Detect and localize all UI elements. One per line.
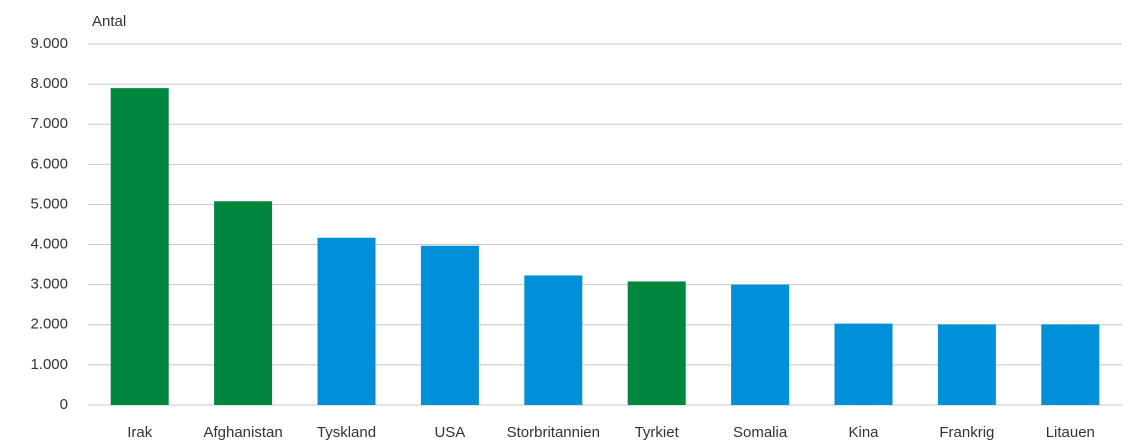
y-tick-label: 7.000 — [30, 115, 68, 132]
y-tick-label: 3.000 — [30, 276, 68, 293]
x-tick-label: Somalia — [733, 424, 788, 441]
bar — [937, 324, 996, 405]
bar — [834, 323, 893, 405]
x-tick-label: Storbritannien — [507, 424, 600, 441]
bar — [731, 284, 790, 405]
y-axis-label: Antal — [92, 13, 126, 30]
bar — [420, 245, 479, 405]
x-tick-label: USA — [434, 424, 465, 441]
x-tick-label: Tyrkiet — [635, 424, 680, 441]
y-tick-label: 8.000 — [30, 75, 68, 92]
x-tick-label: Litauen — [1046, 424, 1095, 441]
bar — [627, 281, 686, 405]
y-tick-label: 1.000 — [30, 356, 68, 373]
x-tick-label: Irak — [127, 424, 153, 441]
bar — [524, 275, 583, 405]
y-tick-label: 5.000 — [30, 195, 68, 212]
y-tick-label: 6.000 — [30, 155, 68, 172]
x-tick-label: Afghanistan — [203, 424, 282, 441]
x-tick-label: Kina — [848, 424, 879, 441]
y-tick-label: 4.000 — [30, 236, 68, 253]
y-tick-label: 9.000 — [30, 35, 68, 52]
bar — [1041, 324, 1100, 405]
bar — [110, 88, 169, 405]
y-tick-label: 2.000 — [30, 316, 68, 333]
y-tick-label: 0 — [60, 396, 68, 413]
x-tick-label: Frankrig — [939, 424, 994, 441]
x-tick-label: Tyskland — [317, 424, 376, 441]
bar — [214, 201, 273, 405]
bar — [317, 237, 376, 405]
